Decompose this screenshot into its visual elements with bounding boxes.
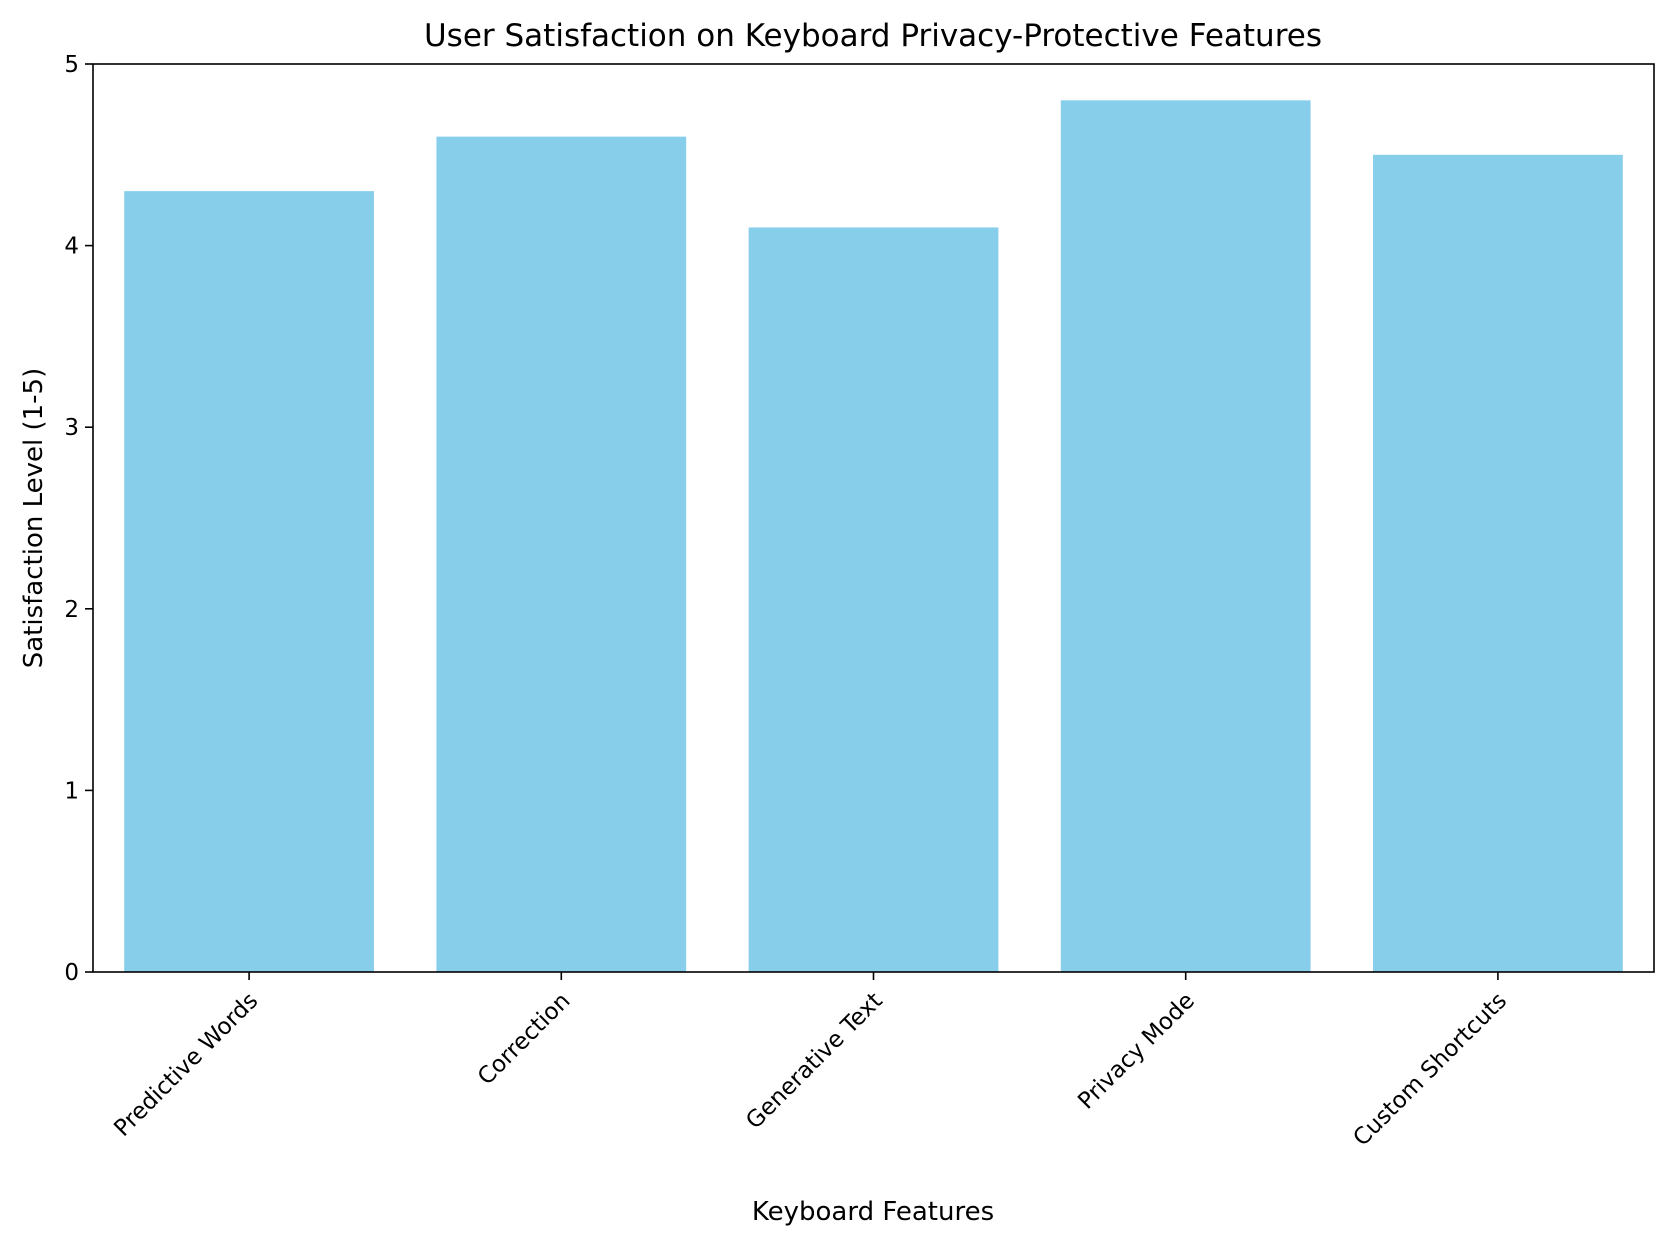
y-tick-label: 5 xyxy=(64,52,79,78)
bar-custom-shortcuts xyxy=(1373,154,1623,973)
chart-title: User Satisfaction on Keyboard Privacy-Pr… xyxy=(424,18,1322,54)
y-tick-label: 2 xyxy=(64,597,79,623)
plot-frame xyxy=(92,63,1655,973)
x-tick-label: Predictive Words xyxy=(109,988,263,1142)
y-axis: 0 1 2 3 4 5 xyxy=(64,52,93,986)
x-tick-label: Generative Text xyxy=(741,988,888,1135)
x-tick-label: Custom Shortcuts xyxy=(1349,988,1513,1152)
bar-generative-text xyxy=(748,227,999,972)
y-tick-label: 0 xyxy=(64,960,79,986)
bar-correction xyxy=(436,136,687,972)
y-tick-label: 4 xyxy=(64,234,79,260)
y-axis-label: Satisfaction Level (1-5) xyxy=(19,368,49,669)
bar-privacy-mode xyxy=(1060,100,1311,972)
y-tick-label: 3 xyxy=(64,415,79,441)
y-tick-label: 1 xyxy=(64,778,79,804)
bar-predictive-words xyxy=(124,191,374,972)
x-tick-label: Correction xyxy=(473,988,576,1091)
bars-group xyxy=(124,100,1623,973)
x-axis-label: Keyboard Features xyxy=(752,1197,994,1227)
x-tick-label: Privacy Mode xyxy=(1073,988,1200,1115)
x-axis: Predictive Words Correction Generative Tex… xyxy=(109,972,1512,1151)
